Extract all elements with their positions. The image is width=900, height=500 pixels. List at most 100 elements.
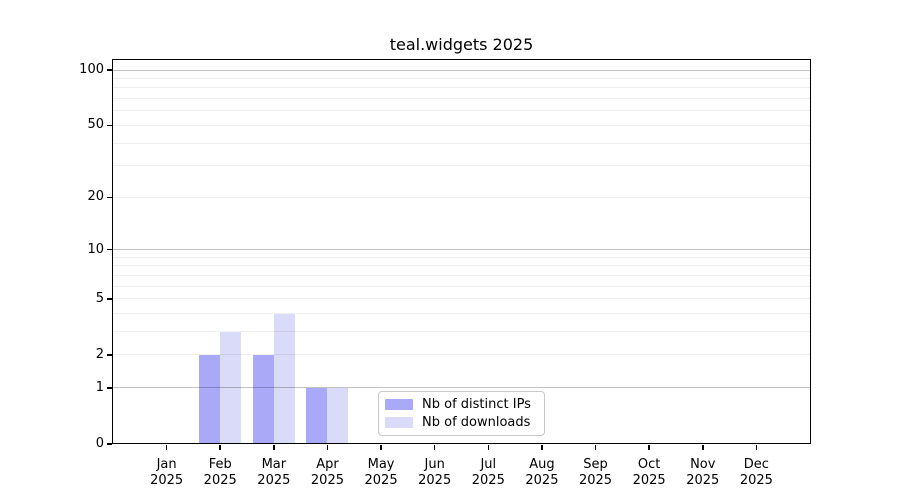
x-tick-mark (755, 445, 758, 450)
legend-swatch-distinct-ips-icon (385, 398, 413, 410)
x-tick-month: May (367, 457, 395, 472)
gridline-minor (113, 313, 810, 315)
y-tick-mark (107, 387, 112, 389)
x-tick-year: 2025 (739, 473, 773, 488)
x-tick-month: Jul (480, 457, 497, 472)
x-tick-year: 2025 (257, 473, 291, 488)
gridline-minor (113, 265, 810, 267)
x-tick-year: 2025 (686, 473, 720, 488)
y-tick-label: 1 (95, 379, 104, 395)
gridline-minor (113, 165, 810, 167)
gridline-major (113, 387, 810, 389)
legend-label-distinct-ips: Nb of distinct IPs (422, 396, 531, 412)
x-tick-month: Feb (208, 457, 232, 472)
gridline-minor (113, 87, 810, 89)
legend: Nb of distinct IPs Nb of downloads (378, 391, 545, 436)
bar-distinct-ips (252, 354, 274, 444)
x-tick-month: Sep (583, 457, 608, 472)
x-tick-year: 2025 (150, 473, 184, 488)
x-tick-month: Dec (743, 457, 769, 472)
gridline-minor (113, 331, 810, 333)
y-tick-label: 20 (87, 189, 104, 205)
y-tick-mark (107, 69, 112, 71)
x-tick-mark (380, 445, 382, 450)
x-tick-year: 2025 (203, 473, 237, 488)
x-tick-label-may: May 2025 (353, 457, 409, 489)
x-tick-month: Jan (156, 457, 177, 472)
x-tick-mark (165, 445, 168, 450)
x-tick-year: 2025 (578, 473, 613, 488)
y-tick-mark (107, 248, 112, 251)
x-tick-year: 2025 (471, 473, 505, 488)
x-tick-label-mar: Mar 2025 (246, 457, 302, 489)
bar-distinct-ips (199, 354, 221, 444)
x-tick-month: Jun (424, 457, 445, 472)
bars-layer (113, 60, 810, 444)
x-tick-mark (219, 445, 221, 450)
gridline-minor (113, 124, 810, 126)
y-tick-label: 100 (79, 62, 104, 78)
gridline-minor (113, 354, 810, 356)
gridline-minor (113, 285, 810, 287)
x-tick-mark (702, 445, 704, 450)
bar-distinct-ips (306, 387, 328, 444)
y-tick-label: 2 (95, 346, 104, 362)
gridline-minor (113, 274, 810, 276)
x-tick-month: Apr (316, 457, 339, 472)
x-tick-month: Aug (529, 457, 555, 472)
y-tick-mark (107, 124, 112, 127)
bar-downloads (220, 331, 242, 444)
gridline-minor (113, 298, 810, 300)
y-tick-label: 0 (95, 436, 104, 451)
x-tick-label-sep: Sep 2025 (568, 457, 624, 489)
y-tick-label: 10 (87, 241, 104, 257)
x-tick-label-dec: Dec 2025 (728, 457, 784, 489)
grid-layer (113, 60, 810, 444)
x-tick-mark (487, 445, 490, 450)
x-tick-label-feb: Feb 2025 (192, 457, 248, 489)
legend-swatch-downloads-icon (385, 417, 413, 429)
x-tick-year: 2025 (418, 473, 452, 488)
x-tick-label-nov: Nov 2025 (675, 457, 731, 489)
x-tick-month: Oct (637, 457, 661, 472)
gridline-minor (113, 142, 810, 144)
y-tick-label: 50 (87, 117, 104, 133)
gridline-major (113, 69, 810, 71)
plot-area (113, 60, 810, 444)
x-tick-mark (541, 445, 543, 450)
x-tick-month: Mar (261, 457, 287, 472)
x-tick-mark (326, 445, 329, 450)
y-tick-label: 5 (95, 290, 104, 306)
legend-row-downloads: Nb of downloads (385, 414, 538, 431)
gridline-minor (113, 110, 810, 112)
x-tick-label-apr: Apr 2025 (299, 457, 355, 489)
y-tick-mark (107, 443, 112, 445)
x-tick-year: 2025 (310, 473, 344, 488)
x-tick-year: 2025 (632, 473, 666, 488)
bar-downloads (327, 387, 349, 444)
x-tick-label-jan: Jan 2025 (139, 457, 195, 489)
x-tick-label-aug: Aug 2025 (514, 457, 570, 489)
x-tick-label-jul: Jul 2025 (460, 457, 516, 489)
legend-label-downloads: Nb of downloads (422, 415, 531, 431)
x-tick-mark (273, 445, 275, 450)
x-tick-mark (433, 445, 436, 450)
x-tick-year: 2025 (364, 473, 398, 488)
bar-downloads (273, 313, 295, 444)
gridline-minor (113, 77, 810, 79)
x-tick-month: Nov (690, 457, 716, 472)
x-tick-mark (594, 445, 597, 450)
x-tick-label-jun: Jun 2025 (407, 457, 463, 489)
y-tick-mark (107, 196, 112, 199)
x-tick-mark (648, 445, 650, 450)
y-tick-mark (107, 354, 112, 356)
gridline-minor (113, 98, 810, 100)
gridline-minor (113, 256, 810, 258)
y-tick-mark (107, 298, 112, 300)
x-tick-year: 2025 (525, 473, 559, 488)
chart-title: teal.widgets 2025 (389, 35, 534, 54)
gridline-minor (113, 196, 810, 198)
legend-row-distinct-ips: Nb of distinct IPs (385, 396, 538, 413)
gridline-major (113, 249, 810, 251)
